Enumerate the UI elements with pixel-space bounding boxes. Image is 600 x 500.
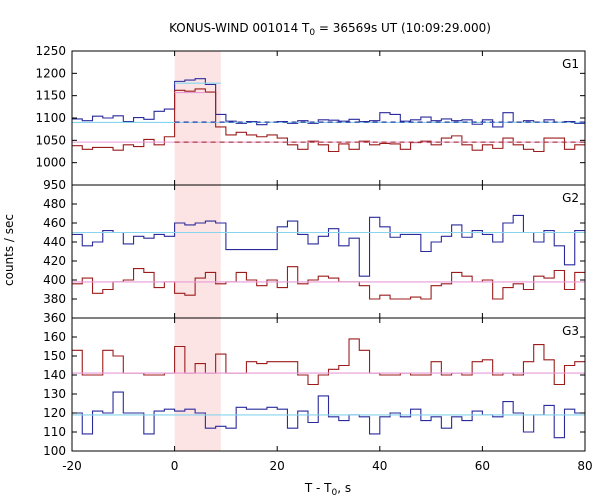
x-tick-label: 0 bbox=[171, 459, 179, 473]
g3-series-dark_red-1 bbox=[72, 338, 585, 386]
x-axis-label-subscript: 0 bbox=[332, 488, 338, 498]
g2-series-blue-0 bbox=[72, 214, 585, 277]
chart-title-main: KONUS-WIND 001014 T bbox=[169, 21, 310, 35]
g3-y-tick-label: 140 bbox=[43, 368, 66, 382]
chart-title: KONUS-WIND 001014 T0 = 36569s UT (10:09:… bbox=[169, 21, 491, 38]
g3-y-tick-label: 150 bbox=[43, 349, 66, 363]
g3-panel-frame bbox=[71, 317, 586, 452]
g1-panel-frame bbox=[71, 50, 586, 186]
g2-y-tick-label: 480 bbox=[43, 197, 66, 211]
g2-panel-frame bbox=[71, 184, 586, 319]
x-tick-label: 60 bbox=[475, 459, 490, 473]
burst-interval-highlight bbox=[174, 51, 221, 451]
highlight-layer bbox=[174, 51, 221, 451]
g1-y-tick-label: 1000 bbox=[35, 156, 66, 170]
x-axis-label: T - T0, s bbox=[304, 481, 351, 498]
x-tick-label: 40 bbox=[372, 459, 387, 473]
x-axis-label-rest: , s bbox=[337, 481, 351, 495]
g2-panel-label: G2 bbox=[562, 191, 579, 205]
g3-y-tick-label: 100 bbox=[43, 444, 66, 458]
g2-y-tick-label: 440 bbox=[43, 235, 66, 249]
g2-y-tick-label: 380 bbox=[43, 292, 66, 306]
g2-y-tick-label: 420 bbox=[43, 254, 66, 268]
g1-y-tick-label: 1200 bbox=[35, 66, 66, 80]
x-tick-label: -20 bbox=[62, 459, 82, 473]
y-axis-label: counts / sec bbox=[2, 214, 16, 286]
g3-series-blue-0 bbox=[72, 391, 585, 439]
g1-y-tick-label: 1100 bbox=[35, 111, 66, 125]
g2-y-tick-label: 460 bbox=[43, 216, 66, 230]
g3-y-tick-label: 120 bbox=[43, 406, 66, 420]
g2-y-tick-label: 360 bbox=[43, 311, 66, 325]
chart-title-rest: = 36569s UT (10:09:29.000) bbox=[315, 21, 491, 35]
g1-panel-label: G1 bbox=[562, 57, 579, 71]
x-axis-label-main: T - T bbox=[304, 481, 332, 495]
g1-y-tick-label: 1050 bbox=[35, 133, 66, 147]
g1-series-blue-0 bbox=[72, 78, 585, 128]
g2-y-tick-label: 400 bbox=[43, 273, 66, 287]
g3-panel-label: G3 bbox=[562, 324, 579, 338]
g3-y-tick-label: 160 bbox=[43, 330, 66, 344]
chart-title-subscript: 0 bbox=[309, 28, 315, 38]
series-layer bbox=[72, 78, 585, 439]
g1-y-tick-label: 950 bbox=[43, 178, 66, 192]
frame-layer: 950100010501100115012001250G136038040042… bbox=[35, 44, 592, 473]
g1-series-dark_red-1 bbox=[72, 88, 585, 153]
g1-y-tick-label: 1150 bbox=[35, 89, 66, 103]
g3-y-tick-label: 110 bbox=[43, 425, 66, 439]
x-tick-label: 80 bbox=[577, 459, 592, 473]
x-tick-label: 20 bbox=[270, 459, 285, 473]
g3-y-tick-label: 130 bbox=[43, 387, 66, 401]
g1-y-tick-label: 1250 bbox=[35, 44, 66, 58]
g2-series-dark_red-1 bbox=[72, 266, 585, 300]
